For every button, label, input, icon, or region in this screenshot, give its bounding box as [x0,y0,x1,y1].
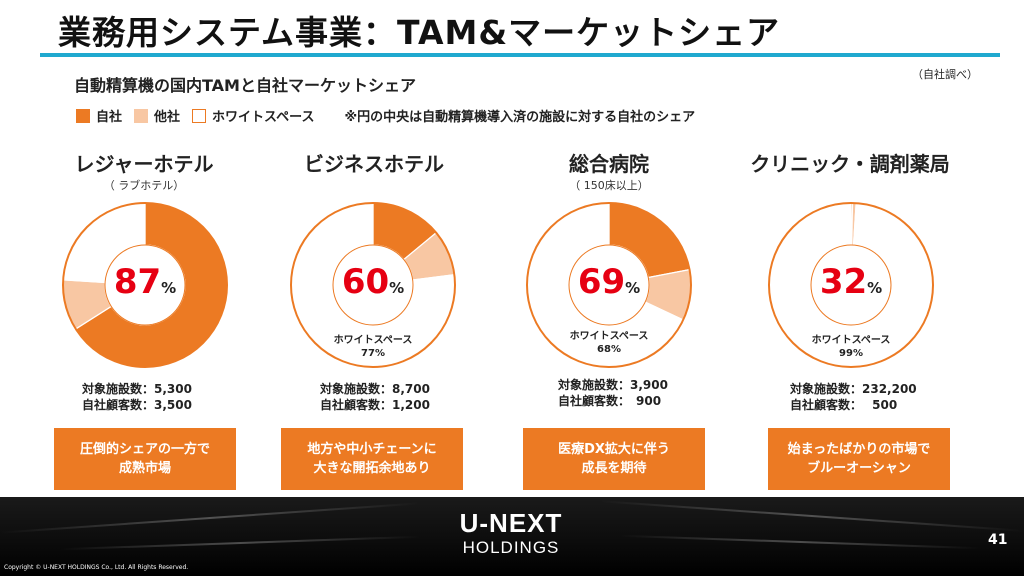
share-unit: % [867,279,883,297]
donut-outer-ring [768,202,934,368]
stats-general-hospital: 対象施設数：3,900 自社顧客数： 900 [558,377,668,409]
stats-business-hotel: 対象施設数：8,700 自社顧客数：1,200 [320,381,430,413]
segment-leisure-hotel: レジャーホテル （ ラブホテル） [34,150,254,194]
segment-subtitle [740,178,960,194]
white-space-title: ホワイトスペース [569,331,649,342]
page-number: 41 [988,532,1008,548]
donut-hole [568,244,650,326]
segment-title: ビジネスホテル [304,152,444,176]
page-title: 業務用システム事業：TAM&マーケットシェア [58,13,781,52]
share-label-business-hotel: 60% [328,262,418,302]
segment-general-hospital: 総合病院 （ 150床以上） [499,150,719,194]
share-value: 69 [577,262,626,302]
segment-subtitle: （ 150床以上） [569,179,649,192]
share-unit: % [389,279,405,297]
legend-swatch-white-space [192,108,207,123]
legend-label-white-space: ホワイトスペース [212,110,315,125]
footer-band [0,497,1024,576]
share-value: 87 [113,262,162,302]
white-space-value: 77% [361,348,385,359]
donut-outer-ring [526,202,692,368]
white-space-label-general-hospital: ホワイトスペース 68% [554,330,664,356]
facility-count: 対象施設数：3,900 [558,378,668,392]
customer-count: 自社顧客数：3,500 [82,398,192,412]
callout-line-1: 医療DX拡大に伴う [558,442,670,457]
donut-chart-general-hospital [526,202,692,368]
callout-line-1: 地方や中小チェーンに [307,442,437,457]
share-unit: % [625,279,641,297]
white-space-label-business-hotel: ホワイトスペース 77% [318,334,428,360]
segment-business-hotel: ビジネスホテル [264,150,484,194]
legend: 自社 他社 ホワイトスペース ※円の中央は自動精算機導入済の施設に対する自社のシ… [76,106,695,125]
callout-line-2: 成長を期待 [581,461,647,476]
share-label-leisure-hotel: 87% [100,262,190,302]
callout-business-hotel: 地方や中小チェーンに 大きな開拓余地あり [281,428,463,490]
segment-subtitle [264,178,484,194]
share-value: 32 [819,262,868,302]
donut-outer-ring [62,202,228,368]
donut-hole [104,244,186,326]
share-value: 60 [341,262,390,302]
share-label-clinic-pharmacy: 32% [806,262,896,302]
callout-line-2: ブルーオーシャン [807,461,911,476]
donut-chart-leisure-hotel [62,202,228,368]
stats-clinic-pharmacy: 対象施設数：232,200 自社顧客数： 500 [790,381,917,413]
donut-chart-clinic-pharmacy [768,202,934,368]
copyright-text: Copyright © U-NEXT HOLDINGS Co., Ltd. Al… [4,564,189,571]
share-label-general-hospital: 69% [564,262,654,302]
legend-swatch-other [134,108,149,123]
white-space-value: 99% [839,348,863,359]
donut-hole [332,244,414,326]
donut-hole [810,244,892,326]
light-streak [620,534,980,550]
chart-subtitle: 自動精算機の国内TAMと自社マーケットシェア [74,76,416,95]
legend-swatch-own [76,108,90,123]
legend-label-own: 自社 [96,110,123,125]
white-space-title: ホワイトスペース [333,335,413,346]
donut-chart-business-hotel [290,202,456,368]
facility-count: 対象施設数：8,700 [320,382,430,396]
segment-title: クリニック・調剤薬局 [750,152,950,176]
legend-note: ※円の中央は自動精算機導入済の施設に対する自社のシェア [344,110,696,125]
legend-item-other: 他社 [134,106,180,125]
white-space-label-clinic-pharmacy: ホワイトスペース 99% [796,334,906,360]
share-unit: % [161,279,177,297]
customer-count: 自社顧客数：1,200 [320,398,430,412]
light-streak [60,535,420,551]
callout-general-hospital: 医療DX拡大に伴う 成長を期待 [523,428,705,490]
white-space-value: 68% [597,344,621,355]
legend-item-white-space: ホワイトスペース [192,106,314,125]
source-note: （自社調べ） [912,68,978,81]
company-logo: U-NEXT [459,508,563,538]
segment-title: 総合病院 [569,152,649,176]
callout-leisure-hotel: 圧倒的シェアの一方で 成熟市場 [54,428,236,490]
customer-count: 自社顧客数： 900 [558,394,662,408]
white-space-title: ホワイトスペース [811,335,891,346]
callout-line-1: 圧倒的シェアの一方で [79,442,210,457]
callout-clinic-pharmacy: 始まったばかりの市場で ブルーオーシャン [768,428,950,490]
customer-count: 自社顧客数： 500 [790,398,898,412]
callout-line-2: 成熟市場 [118,461,171,476]
facility-count: 対象施設数：232,200 [790,382,917,396]
legend-item-own: 自社 [76,106,122,125]
stats-leisure-hotel: 対象施設数：5,300 自社顧客数：3,500 [82,381,192,413]
facility-count: 対象施設数：5,300 [82,382,192,396]
segment-title: レジャーホテル [74,152,214,176]
segment-subtitle: （ ラブホテル） [103,179,185,192]
callout-line-1: 始まったばかりの市場で [787,442,931,457]
title-underline [40,53,1000,57]
light-streak [600,500,1024,532]
light-streak [0,502,420,534]
legend-label-other: 他社 [154,110,181,125]
segment-clinic-pharmacy: クリニック・調剤薬局 [740,150,960,194]
donut-outer-ring [290,202,456,368]
company-logo-subtext: HOLDINGS [462,538,560,557]
callout-line-2: 大きな開拓余地あり [313,461,431,476]
